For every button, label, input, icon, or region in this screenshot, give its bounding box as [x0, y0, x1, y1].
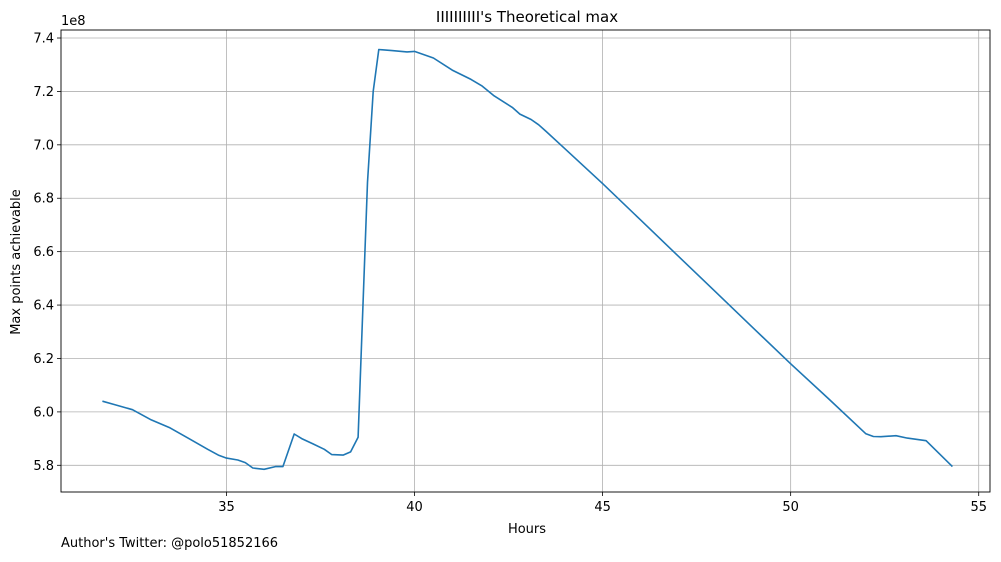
y-tick-label: 7.4	[33, 32, 54, 47]
series-line-max-points	[102, 48, 953, 471]
x-tick-label: 40	[406, 500, 423, 515]
y-tick-label: 6.8	[33, 192, 54, 207]
x-tick-label: 50	[782, 500, 799, 515]
y-axis-ticks: 5.8 6.0 6.2 6.4 6.6 6.8 7.0 7.2 7.4	[33, 32, 61, 474]
y-tick-label: 6.4	[33, 299, 54, 314]
y-axis-offset-label: 1e8	[61, 14, 86, 29]
plot-area-frame	[60, 29, 991, 493]
y-tick-label: 6.2	[33, 352, 54, 367]
y-tick-label: 6.6	[33, 245, 54, 260]
x-axis-label: Hours	[508, 522, 546, 537]
chart-title: IIIIIIIIII's Theoretical max	[436, 8, 618, 26]
x-axis-ticks: 35 40 45 50 55	[218, 492, 987, 515]
y-tick-label: 5.8	[33, 459, 54, 474]
y-tick-label: 7.2	[33, 85, 54, 100]
x-tick-label: 45	[594, 500, 611, 515]
author-credit: Author's Twitter: @polo51852166	[61, 536, 279, 551]
grid-lines	[61, 30, 990, 492]
y-axis-label: Max points achievable	[9, 189, 24, 335]
y-tick-label: 6.0	[33, 405, 54, 420]
x-tick-label: 35	[218, 500, 235, 515]
y-tick-label: 7.0	[33, 138, 54, 153]
x-tick-label: 55	[970, 500, 987, 515]
